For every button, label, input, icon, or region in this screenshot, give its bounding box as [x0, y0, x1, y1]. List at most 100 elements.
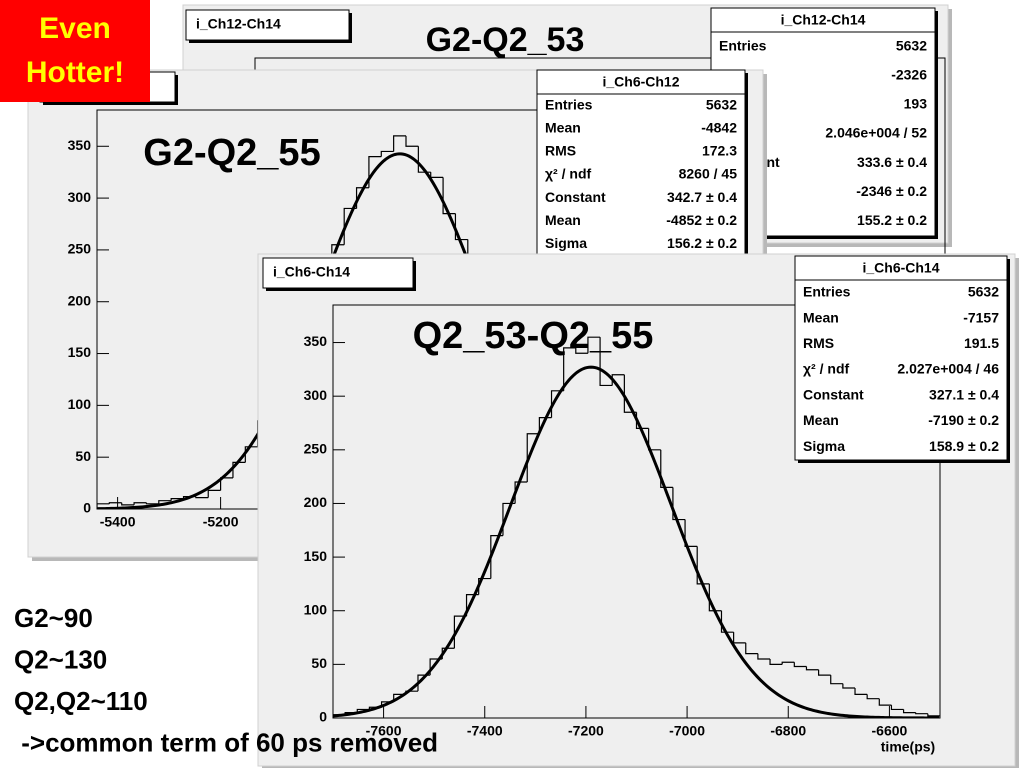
x-tick-label: -6800	[770, 723, 806, 739]
histogram-bin	[696, 546, 710, 585]
histogram-bin	[380, 150, 394, 157]
x-tick-label: -5400	[100, 514, 136, 530]
histogram-bin	[866, 694, 880, 700]
y-tick-label: 300	[304, 387, 328, 403]
histogram-bin	[563, 347, 576, 391]
x-tick-label: -5200	[203, 514, 239, 530]
panel-title: G2-Q2_53	[426, 21, 585, 59]
histogram-bin	[927, 713, 940, 718]
histogram-bin	[599, 337, 613, 387]
stats-label: Entries	[803, 284, 851, 300]
note: G2~90	[14, 603, 93, 633]
badge-text: Even	[39, 12, 111, 45]
histogram-bin	[805, 666, 819, 671]
histogram	[333, 336, 940, 718]
histogram-bin	[121, 502, 135, 506]
stats-value: 193	[904, 96, 928, 112]
stats-label: RMS	[545, 143, 576, 159]
badge-text: Hotter!	[26, 56, 124, 89]
stats-label: Entries	[719, 37, 767, 53]
x-axis-label: time(ps)	[881, 739, 935, 755]
y-tick-label: 200	[68, 292, 92, 308]
histogram-bin	[818, 669, 831, 676]
note: ->common term of 60 ps removed	[14, 727, 438, 757]
histogram-bin	[207, 489, 221, 498]
histogram-bin	[902, 709, 916, 714]
y-tick-label: 200	[304, 494, 328, 510]
stats-value: -2346 ± 0.2	[856, 183, 927, 199]
stats-value: 156.2 ± 0.2	[667, 235, 737, 251]
stats-label: Constant	[545, 189, 606, 205]
stats-value: 2.046e+004 / 52	[825, 125, 927, 141]
stats-box	[536, 69, 746, 257]
histogram-bin	[158, 500, 172, 504]
stats-header: i_Ch12-Ch14	[781, 12, 866, 28]
histogram-bin	[170, 498, 184, 501]
stats-header: i_Ch6-Ch12	[602, 74, 679, 90]
note: Q2,Q2~110	[14, 686, 148, 716]
tab	[262, 257, 414, 289]
histogram-bin	[587, 336, 601, 354]
histogram-bin	[878, 698, 892, 706]
stats-box	[794, 255, 1008, 461]
histogram-bin	[720, 610, 734, 633]
stats-value: 5632	[706, 96, 737, 112]
fit-curve	[333, 365, 940, 718]
histogram-bin	[526, 433, 540, 482]
y-tick-label: 350	[304, 333, 328, 349]
note: Q2~130	[14, 644, 107, 674]
histogram-bin	[769, 659, 783, 665]
histogram-bin	[854, 687, 868, 695]
histogram-bin	[244, 446, 258, 463]
canvas: 0 50 100 150 200 250 300 350 -7600 -7400 -7200 -700…	[257, 253, 1019, 768]
x-tick-label: -7000	[669, 723, 705, 739]
stats-label: Mean	[545, 212, 581, 228]
histogram-bin	[830, 675, 843, 685]
stats-label: χ² / ndf	[545, 166, 591, 182]
histogram-bin	[890, 705, 904, 711]
histogram-bin	[454, 213, 468, 241]
stats-label: Constant	[803, 386, 864, 402]
stats-label: Mean	[545, 119, 581, 135]
panel-title: Q2_53-Q2_55	[413, 315, 654, 357]
stats-label: χ² / ndf	[803, 361, 849, 377]
stats-value: -2326	[891, 66, 927, 82]
y-tick-label: 0	[319, 709, 327, 725]
tab	[185, 9, 350, 41]
stats-label: Sigma	[803, 438, 845, 454]
y-tick-label: 250	[68, 241, 92, 257]
stats-value: 5632	[896, 37, 927, 53]
stats-header: i_Ch6-Ch14	[862, 260, 939, 276]
y-tick-label: 50	[75, 448, 91, 464]
y-tick-label: 100	[68, 396, 92, 412]
x-tick-label: -7400	[467, 723, 503, 739]
tab-label: i_Ch6-Ch14	[273, 264, 350, 280]
stats-value: 333.6 ± 0.4	[857, 154, 927, 170]
x-tick-label: -7200	[568, 723, 604, 739]
y-tick-label: 50	[311, 655, 327, 671]
histogram-bin	[757, 653, 771, 660]
histogram-bin	[660, 449, 673, 488]
stats-value: 191.5	[964, 335, 999, 351]
histogram-bin	[195, 496, 209, 499]
stats-value: -4842	[701, 119, 737, 135]
histogram-bin	[575, 347, 588, 354]
y-tick-label: 350	[68, 137, 92, 153]
stats-value: 342.7 ± 0.4	[667, 189, 737, 205]
histogram-bin	[684, 519, 698, 547]
stats-value: 5632	[968, 284, 999, 300]
y-tick-label: 100	[304, 601, 328, 617]
histogram-bin	[842, 683, 856, 689]
histogram-bin	[781, 661, 795, 665]
x-tick-label: -6600	[872, 723, 908, 739]
badge	[0, 0, 150, 102]
stats-value: 327.1 ± 0.4	[929, 386, 999, 402]
stats-value: 158.9 ± 0.2	[929, 438, 999, 454]
histogram-bin	[745, 642, 758, 655]
histogram-bin	[145, 502, 159, 505]
stats-value: 2.027e+004 / 46	[897, 361, 999, 377]
histogram-bin	[442, 177, 456, 215]
stats-label: RMS	[803, 335, 834, 351]
histogram-bin	[108, 502, 122, 504]
